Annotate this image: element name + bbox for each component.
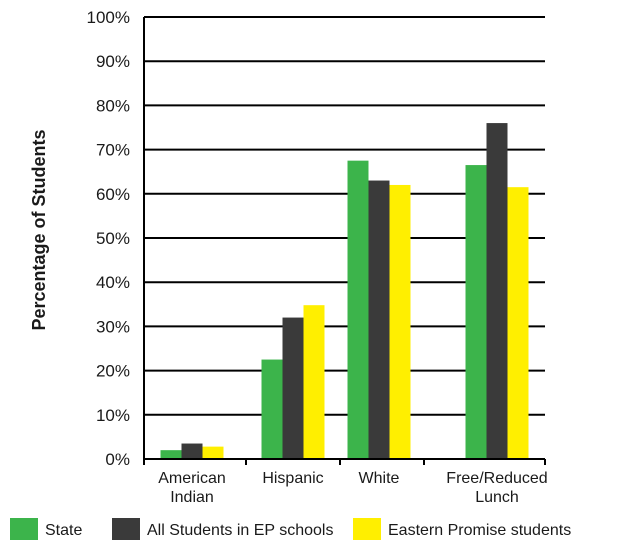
- y-tick-label: 70%: [96, 141, 130, 160]
- bar-all-students-in-ep-schools: [181, 443, 203, 459]
- legend-swatch: [353, 518, 381, 540]
- y-tick-label: 50%: [96, 229, 130, 248]
- bars: [160, 123, 529, 460]
- y-tick-label: 100%: [87, 8, 130, 27]
- y-tick-label: 90%: [96, 52, 130, 71]
- y-tick-label: 0%: [105, 450, 130, 469]
- y-tick-label: 10%: [96, 406, 130, 425]
- y-tick-label: 40%: [96, 273, 130, 292]
- y-tick-labels: 0% 10% 20% 30% 40% 50% 60% 70% 80% 90% 100%: [87, 8, 130, 469]
- x-axis: [143, 458, 546, 465]
- bar-state: [347, 160, 369, 459]
- bar-state: [465, 165, 487, 459]
- legend-label: Eastern Promise students: [388, 522, 571, 539]
- bar-eastern-promise-students: [303, 305, 325, 459]
- x-category-label: Hispanic: [262, 470, 323, 487]
- legend-swatch: [10, 518, 38, 540]
- bar-all-students-in-ep-schools: [486, 123, 508, 459]
- y-tick-label: 60%: [96, 185, 130, 204]
- legend-swatch: [112, 518, 140, 540]
- x-category-label: American Indian: [158, 470, 226, 506]
- y-tick-label: 20%: [96, 362, 130, 381]
- bar-eastern-promise-students: [507, 187, 529, 460]
- legend: State All Students in EP schools Eastern P…: [10, 518, 571, 540]
- bar-state: [261, 359, 283, 459]
- x-category-label: White: [359, 470, 400, 487]
- gridlines: [143, 16, 545, 460]
- x-category-labels: American Indian Hispanic White Free/Reduced L…: [158, 470, 547, 506]
- legend-label: All Students in EP schools: [147, 522, 333, 539]
- bar-state: [160, 450, 182, 459]
- bar-eastern-promise-students: [389, 184, 411, 459]
- legend-label: State: [45, 522, 82, 539]
- bar-all-students-in-ep-schools: [282, 317, 304, 459]
- y-tick-label: 30%: [96, 317, 130, 336]
- y-axis-title: Percentage of Students: [29, 129, 49, 330]
- y-tick-label: 80%: [96, 96, 130, 115]
- x-category-label: Free/Reduced Lunch: [446, 470, 547, 506]
- bar-all-students-in-ep-schools: [368, 180, 390, 460]
- bar-eastern-promise-students: [202, 446, 224, 459]
